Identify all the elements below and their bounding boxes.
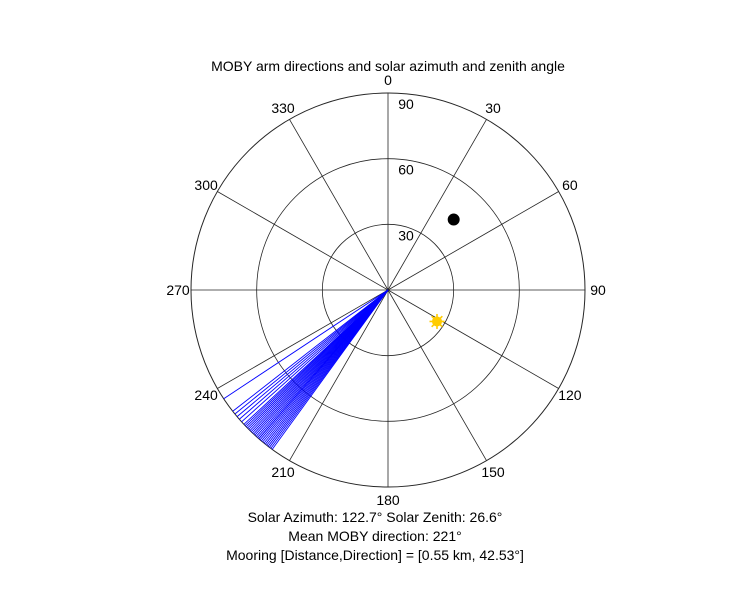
markers (429, 213, 460, 329)
radius-tick-labels: 30 60 90 (398, 96, 414, 243)
angle-label-300: 300 (194, 177, 218, 193)
angle-label-330: 330 (271, 100, 295, 116)
angle-label-150: 150 (481, 464, 505, 480)
angle-label-0: 0 (384, 72, 392, 88)
solar-angles-text: Solar Azimuth: 122.7° Solar Zenith: 26.6… (247, 509, 503, 525)
radius-label-90: 90 (398, 96, 414, 112)
radius-label-60: 60 (398, 162, 414, 178)
arm-line-26 (236, 289, 389, 417)
spoke-210 (289, 289, 389, 461)
arm-line-29 (223, 289, 389, 400)
angle-label-30: 30 (485, 100, 501, 116)
caption: Solar Azimuth: 122.7° Solar Zenith: 26.6… (0, 508, 750, 565)
sun-icon (429, 313, 445, 329)
angle-label-240: 240 (194, 387, 218, 403)
mooring-text: Mooring [Distance,Direction] = [0.55 km,… (226, 547, 524, 563)
ring-30 (321, 223, 455, 357)
spoke-150 (387, 289, 487, 461)
radius-label-30: 30 (398, 227, 414, 243)
angle-label-90: 90 (590, 282, 606, 298)
sun-disc (432, 316, 442, 327)
mooring-marker (447, 213, 460, 226)
spoke-330 (289, 119, 389, 291)
chart-title: MOBY arm directions and solar azimuth an… (211, 58, 565, 74)
spoke-30 (387, 119, 487, 291)
ring-90 (190, 92, 586, 488)
arm-line-27 (234, 289, 389, 415)
arm-line-23 (243, 289, 389, 425)
moby-arm-lines (223, 289, 389, 450)
ring-60 (256, 158, 520, 422)
spoke-240 (217, 289, 389, 389)
arm-line-25 (239, 289, 389, 420)
angle-tick-labels: 0 30 60 90 120 150 180 210 240 270 300 330 (166, 72, 606, 508)
angle-label-180: 180 (376, 492, 400, 508)
angle-label-60: 60 (562, 177, 578, 193)
angle-label-270: 270 (166, 282, 190, 298)
angle-label-120: 120 (558, 387, 582, 403)
spoke-120 (387, 289, 559, 389)
spoke-60 (387, 191, 559, 291)
mean-direction-text: Mean MOBY direction: 221° (288, 528, 462, 544)
spoke-300 (217, 191, 389, 291)
arm-line-24 (241, 289, 389, 423)
polar-grid (190, 92, 586, 488)
arm-line-28 (232, 289, 389, 412)
angle-label-210: 210 (271, 464, 295, 480)
